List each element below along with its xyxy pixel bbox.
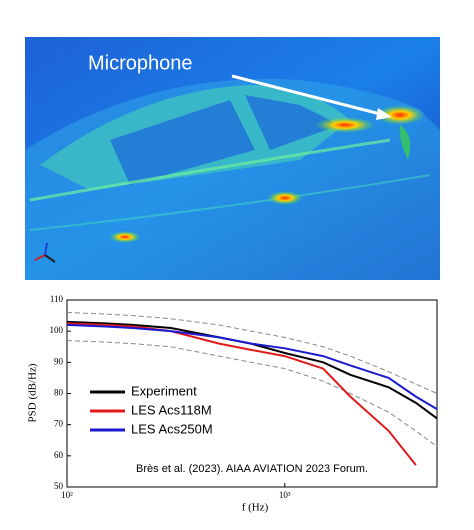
chart: f (Hz) PSD (dB/Hz) Brès et al. (2023). A… xyxy=(27,294,438,514)
y-tick-label: 50 xyxy=(54,481,64,491)
x-axis-label: f (Hz) xyxy=(242,502,269,514)
x-tick-label: 10³ xyxy=(279,490,291,500)
series-line xyxy=(66,320,438,420)
y-tick-label: 100 xyxy=(50,325,64,335)
bound-line xyxy=(66,340,438,447)
image-label: Microphone xyxy=(88,52,193,74)
y-tick-label: 90 xyxy=(54,356,64,366)
y-axis-label: PSD (dB/Hz) xyxy=(27,363,39,422)
legend-label: LES Acs118M xyxy=(131,402,212,417)
y-tick-label: 80 xyxy=(54,388,64,398)
bound-line xyxy=(66,311,438,394)
legend: Experiment LES Acs118M LES Acs250M xyxy=(82,380,257,445)
simulation-image: Microphone xyxy=(25,37,440,280)
y-tick-label: 110 xyxy=(50,294,64,304)
series-line xyxy=(66,323,438,410)
series-line xyxy=(66,322,417,466)
annotation: Brès et al. (2023). AIAA AVIATION 2023 F… xyxy=(136,463,368,475)
x-tick-label: 10² xyxy=(61,490,73,500)
legend-label: Experiment xyxy=(131,383,197,398)
y-tick-label: 60 xyxy=(54,450,64,460)
y-tick-label: 70 xyxy=(54,419,64,429)
legend-label: LES Acs250M xyxy=(131,421,213,436)
